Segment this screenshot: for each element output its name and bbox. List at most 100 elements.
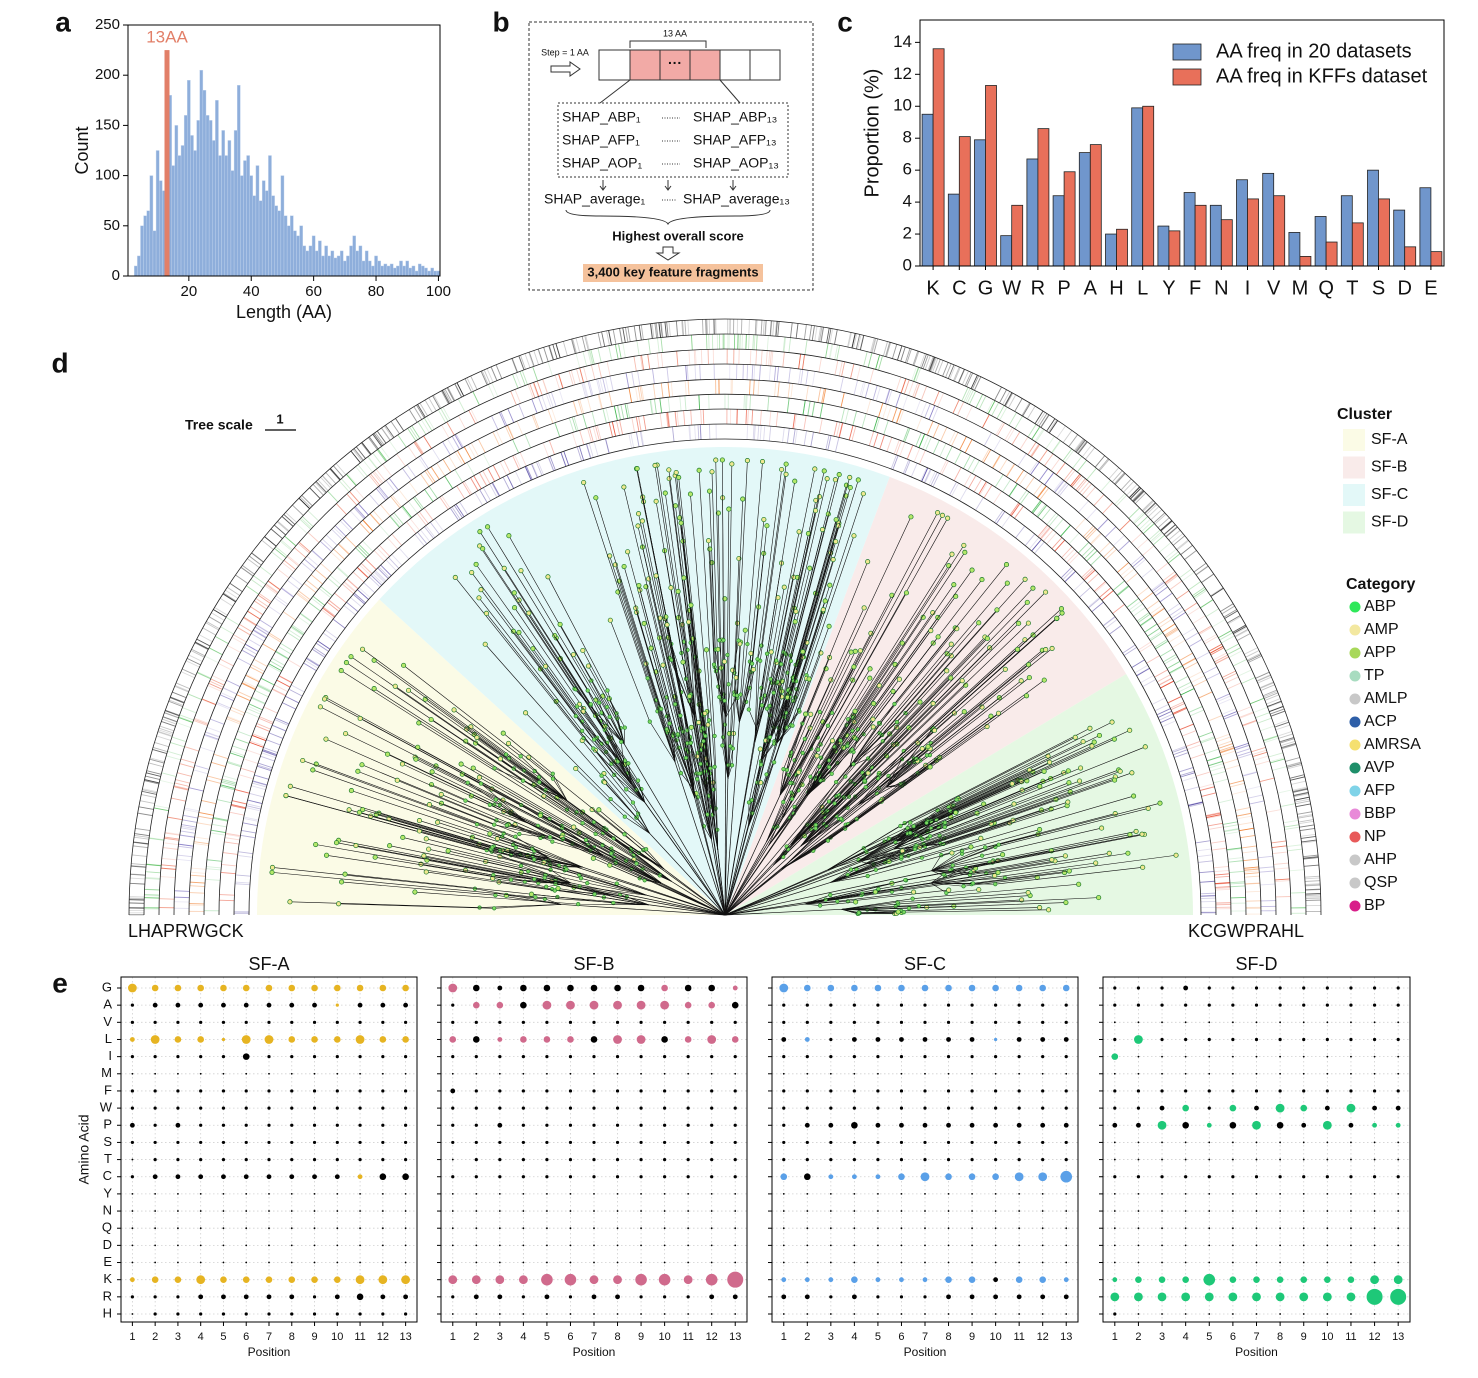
dot (994, 1072, 997, 1075)
ring-stripe (447, 438, 456, 453)
leaf (826, 623, 832, 629)
ring-stripe (134, 835, 150, 838)
x-tick-label: 6 (898, 1331, 904, 1343)
ring-stripe (588, 427, 594, 443)
ring-stripe (1056, 482, 1067, 495)
dot (1231, 1021, 1234, 1024)
dot (129, 1277, 135, 1283)
dot (900, 1313, 903, 1315)
dot (1159, 1105, 1165, 1111)
ring-stripe (895, 440, 902, 455)
ring-stripe (240, 834, 256, 839)
ring-stripe (1245, 882, 1261, 885)
histogram-bar (361, 260, 366, 277)
dot (590, 1036, 598, 1043)
histogram-bar (196, 120, 200, 277)
dot (852, 1089, 856, 1093)
leaf (1018, 678, 1024, 684)
ring-stripe (1154, 513, 1167, 525)
phylogenetic-tree (128, 318, 1322, 917)
dot (900, 1192, 903, 1195)
ring-stripe (149, 757, 165, 763)
dot (335, 1157, 339, 1162)
leaf (948, 641, 954, 647)
ring-stripe (1075, 439, 1086, 453)
ring-stripe (1259, 870, 1275, 873)
ring-stripe (1040, 414, 1050, 428)
ring-stripe (577, 399, 583, 415)
dot (616, 1227, 619, 1230)
dot (1279, 1313, 1282, 1315)
dot (615, 1140, 620, 1145)
dot (221, 1140, 226, 1145)
ring-stripe (913, 367, 920, 382)
leaf (919, 746, 925, 752)
ring-stripe (1301, 840, 1317, 844)
ring-stripe (795, 323, 799, 339)
dot (1397, 1192, 1400, 1195)
histogram-bar (187, 80, 191, 277)
y-tick-label: I (108, 1048, 112, 1063)
ring-stripe (441, 424, 450, 439)
ring-stripe (1269, 705, 1284, 713)
leaf (814, 753, 820, 759)
branch (566, 800, 726, 916)
histogram-bar (137, 255, 141, 277)
dot (945, 984, 952, 992)
ring-stripe (1132, 490, 1144, 502)
leaf (353, 843, 359, 849)
ring-stripe (626, 403, 631, 419)
ring-stripe (362, 519, 374, 532)
ring-stripe (264, 585, 278, 595)
ring-stripe (408, 481, 419, 495)
dot (153, 1295, 157, 1299)
dot (806, 1192, 809, 1195)
leaf (321, 696, 328, 702)
ring-stripe (1229, 782, 1245, 788)
branch (549, 857, 726, 916)
ring-stripe (257, 683, 272, 692)
dot (1161, 1021, 1163, 1024)
dot (590, 984, 598, 992)
leaf (668, 585, 674, 591)
ring-stripe (1101, 590, 1114, 601)
leaf (860, 491, 866, 497)
histogram-bar (358, 245, 363, 277)
histogram-bar (227, 140, 232, 277)
ring-stripe (1195, 565, 1209, 576)
ring-stripe (790, 383, 794, 399)
leaf (463, 798, 468, 803)
dot (684, 1001, 692, 1009)
histogram-bar (199, 69, 204, 277)
ring-stripe (210, 832, 226, 836)
ring-stripe (424, 399, 433, 414)
dot (289, 1002, 295, 1008)
ring-stripe (424, 489, 434, 502)
ring-stripe (330, 468, 341, 480)
ring-stripe (537, 348, 544, 364)
dot (733, 1157, 737, 1162)
dot (805, 1055, 809, 1059)
ring-stripe (597, 394, 602, 409)
ring-stripe (226, 679, 241, 688)
ring-stripe (160, 876, 176, 879)
histogram-bar (230, 170, 235, 277)
dot (381, 1312, 385, 1316)
dot (473, 1294, 479, 1300)
dot (1301, 1122, 1307, 1128)
ring-stripe (311, 549, 324, 561)
dot (970, 1106, 974, 1110)
leaf (851, 762, 856, 767)
dot (1373, 1313, 1376, 1315)
ring-stripe (998, 458, 1008, 473)
ring-stripe (1178, 766, 1194, 773)
ring-stripe (164, 712, 179, 719)
dot (877, 1210, 879, 1212)
dot (805, 1140, 809, 1145)
ring-stripe (1212, 618, 1226, 628)
ring-stripe (407, 501, 418, 514)
ring-stripe (472, 391, 480, 406)
dot (568, 1089, 573, 1093)
dot (1184, 1192, 1187, 1195)
dot (521, 1295, 525, 1299)
